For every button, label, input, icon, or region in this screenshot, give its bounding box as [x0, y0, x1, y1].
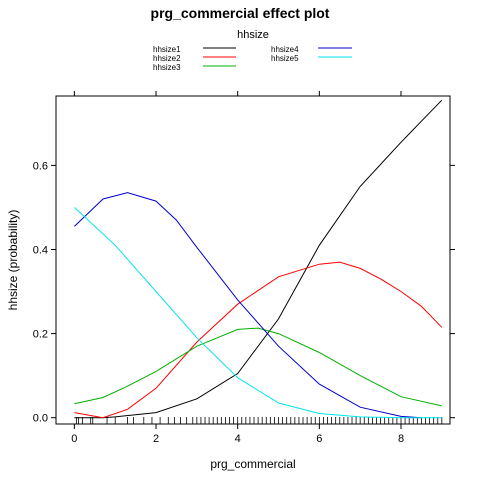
legend-label-hhsize1: hhsize1	[153, 45, 181, 54]
legend-label-hhsize5: hhsize5	[271, 54, 299, 63]
x-axis-label: prg_commercial	[210, 457, 295, 471]
y-tick-label-2: 0.4	[33, 244, 48, 256]
y-axis-label: hhsize (probability)	[6, 210, 20, 311]
legend-label-hhsize3: hhsize3	[153, 63, 181, 72]
x-tick-label-1: 2	[153, 433, 159, 445]
x-tick-label-3: 6	[316, 433, 322, 445]
x-tick-label-0: 0	[71, 433, 77, 445]
plot-frame	[55, 95, 451, 425]
y-tick-label-3: 0.6	[33, 160, 48, 172]
series-line-hhsize3	[74, 327, 442, 407]
y-tick-label-1: 0.2	[33, 329, 48, 341]
rug-marks	[76, 417, 443, 424]
legend-label-hhsize2: hhsize2	[153, 54, 181, 63]
chart-title: prg_commercial effect plot	[151, 5, 330, 21]
axis-ticks: 0 2 4 6 8 0.0 0.2 0.4 0.6	[33, 91, 455, 445]
series-line-hhsize4	[74, 192, 422, 419]
y-tick-label-0: 0.0	[33, 413, 48, 425]
x-tick-label-2: 4	[235, 433, 241, 445]
series-lines	[74, 99, 443, 419]
legend-label-hhsize4: hhsize4	[271, 45, 299, 54]
series-line-hhsize1	[74, 99, 443, 419]
series-line-hhsize2	[74, 261, 443, 419]
legend-title: hhsize	[237, 29, 269, 41]
x-tick-label-4: 8	[398, 433, 404, 445]
series-line-hhsize5	[74, 207, 442, 419]
